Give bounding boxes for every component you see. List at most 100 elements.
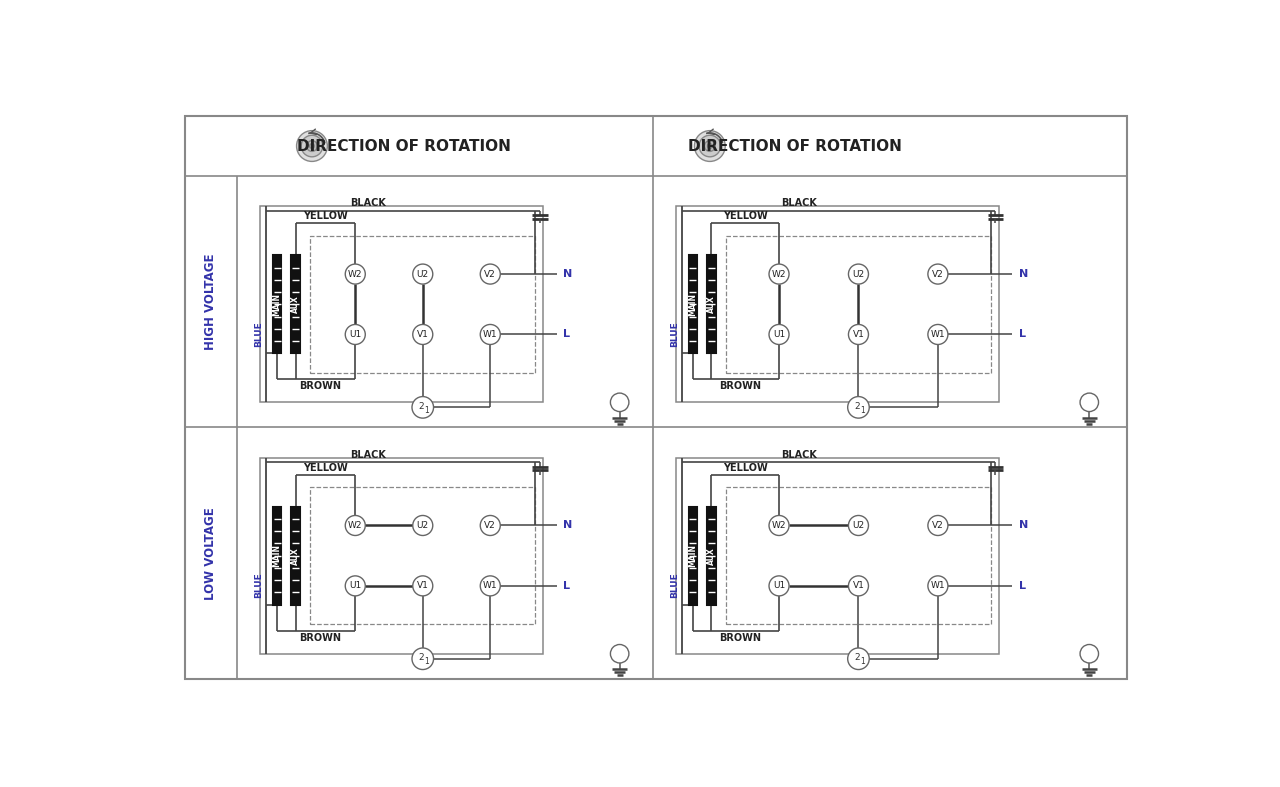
Text: HIGH VOLTAGE: HIGH VOLTAGE [205,253,218,350]
Bar [310,487,535,624]
Circle shape [847,397,869,418]
Circle shape [412,397,434,418]
Text: U1: U1 [349,330,361,339]
Text: N: N [1019,269,1028,279]
Text: V2: V2 [932,270,943,279]
Text: BLACK: BLACK [781,449,817,460]
Bar [708,507,716,604]
Text: W2: W2 [348,270,362,279]
Text: W2: W2 [772,270,786,279]
Bar [292,507,300,604]
Bar [292,255,300,353]
Circle shape [412,648,434,670]
Text: 2: 2 [419,653,424,663]
Text: 1: 1 [860,657,865,667]
Text: 2: 2 [854,402,860,411]
Circle shape [704,141,716,151]
Text: 2: 2 [419,402,424,411]
Circle shape [412,515,433,535]
Text: V1: V1 [852,330,864,339]
Text: L: L [1019,581,1025,591]
Text: N: N [1019,520,1028,530]
Text: BLACK: BLACK [349,198,385,208]
Text: N: N [563,520,572,530]
Bar [676,457,998,654]
Circle shape [346,515,365,535]
Circle shape [310,144,315,148]
Text: BLACK: BLACK [349,449,385,460]
Text: U1: U1 [349,582,361,590]
Text: BLUE: BLUE [669,321,678,346]
Circle shape [611,393,628,412]
Bar [676,206,998,402]
Text: YELLOW: YELLOW [723,211,768,221]
Text: V1: V1 [417,330,429,339]
Circle shape [480,515,500,535]
Text: BROWN: BROWN [300,381,340,391]
Circle shape [480,264,500,284]
Circle shape [346,324,365,345]
Circle shape [849,576,868,596]
Text: YELLOW: YELLOW [303,463,348,473]
Circle shape [346,576,365,596]
Bar [726,487,991,624]
Text: W1: W1 [483,330,498,339]
Circle shape [412,264,433,284]
Text: W1: W1 [931,330,945,339]
Text: N: N [563,269,572,279]
Circle shape [849,515,868,535]
Bar [689,507,698,604]
Circle shape [769,264,788,284]
Text: L: L [563,330,570,339]
Bar [273,507,282,604]
Text: U2: U2 [852,270,864,279]
Text: MAIN: MAIN [273,544,282,567]
Text: YELLOW: YELLOW [723,463,768,473]
Text: U1: U1 [773,330,785,339]
Circle shape [695,131,726,161]
Text: BROWN: BROWN [300,633,340,642]
Text: BLUE: BLUE [255,572,264,598]
Circle shape [928,576,948,596]
Text: MAIN: MAIN [689,293,698,316]
Text: V2: V2 [932,521,943,530]
Text: U2: U2 [417,521,429,530]
Circle shape [928,324,948,345]
Text: LOW VOLTAGE: LOW VOLTAGE [205,507,218,600]
Circle shape [769,324,788,345]
Text: V2: V2 [484,521,497,530]
Circle shape [928,515,948,535]
Circle shape [849,264,868,284]
Text: MAIN: MAIN [273,293,282,316]
Circle shape [849,324,868,345]
Circle shape [769,576,788,596]
Text: V2: V2 [484,270,497,279]
Text: BLACK: BLACK [781,198,817,208]
Text: DIRECTION OF ROTATION: DIRECTION OF ROTATION [297,139,511,153]
Text: U2: U2 [852,521,864,530]
Text: V1: V1 [417,582,429,590]
Bar [708,255,716,353]
Circle shape [301,135,323,157]
Text: AUX: AUX [707,295,716,313]
Circle shape [1080,393,1098,412]
Bar [260,457,543,654]
Text: W2: W2 [772,521,786,530]
Circle shape [346,264,365,284]
Text: L: L [1019,330,1025,339]
Text: W2: W2 [348,521,362,530]
Circle shape [928,264,948,284]
Circle shape [297,131,328,161]
Text: DIRECTION OF ROTATION: DIRECTION OF ROTATION [687,139,901,153]
Circle shape [412,324,433,345]
Text: 2: 2 [854,653,860,663]
Text: BLUE: BLUE [255,321,264,346]
Text: U1: U1 [773,582,785,590]
Text: BROWN: BROWN [719,381,760,391]
Text: W1: W1 [931,582,945,590]
Text: AUX: AUX [707,547,716,564]
Circle shape [611,645,628,663]
Bar [260,206,543,402]
Text: BLUE: BLUE [669,572,678,598]
Text: AUX: AUX [291,547,300,564]
